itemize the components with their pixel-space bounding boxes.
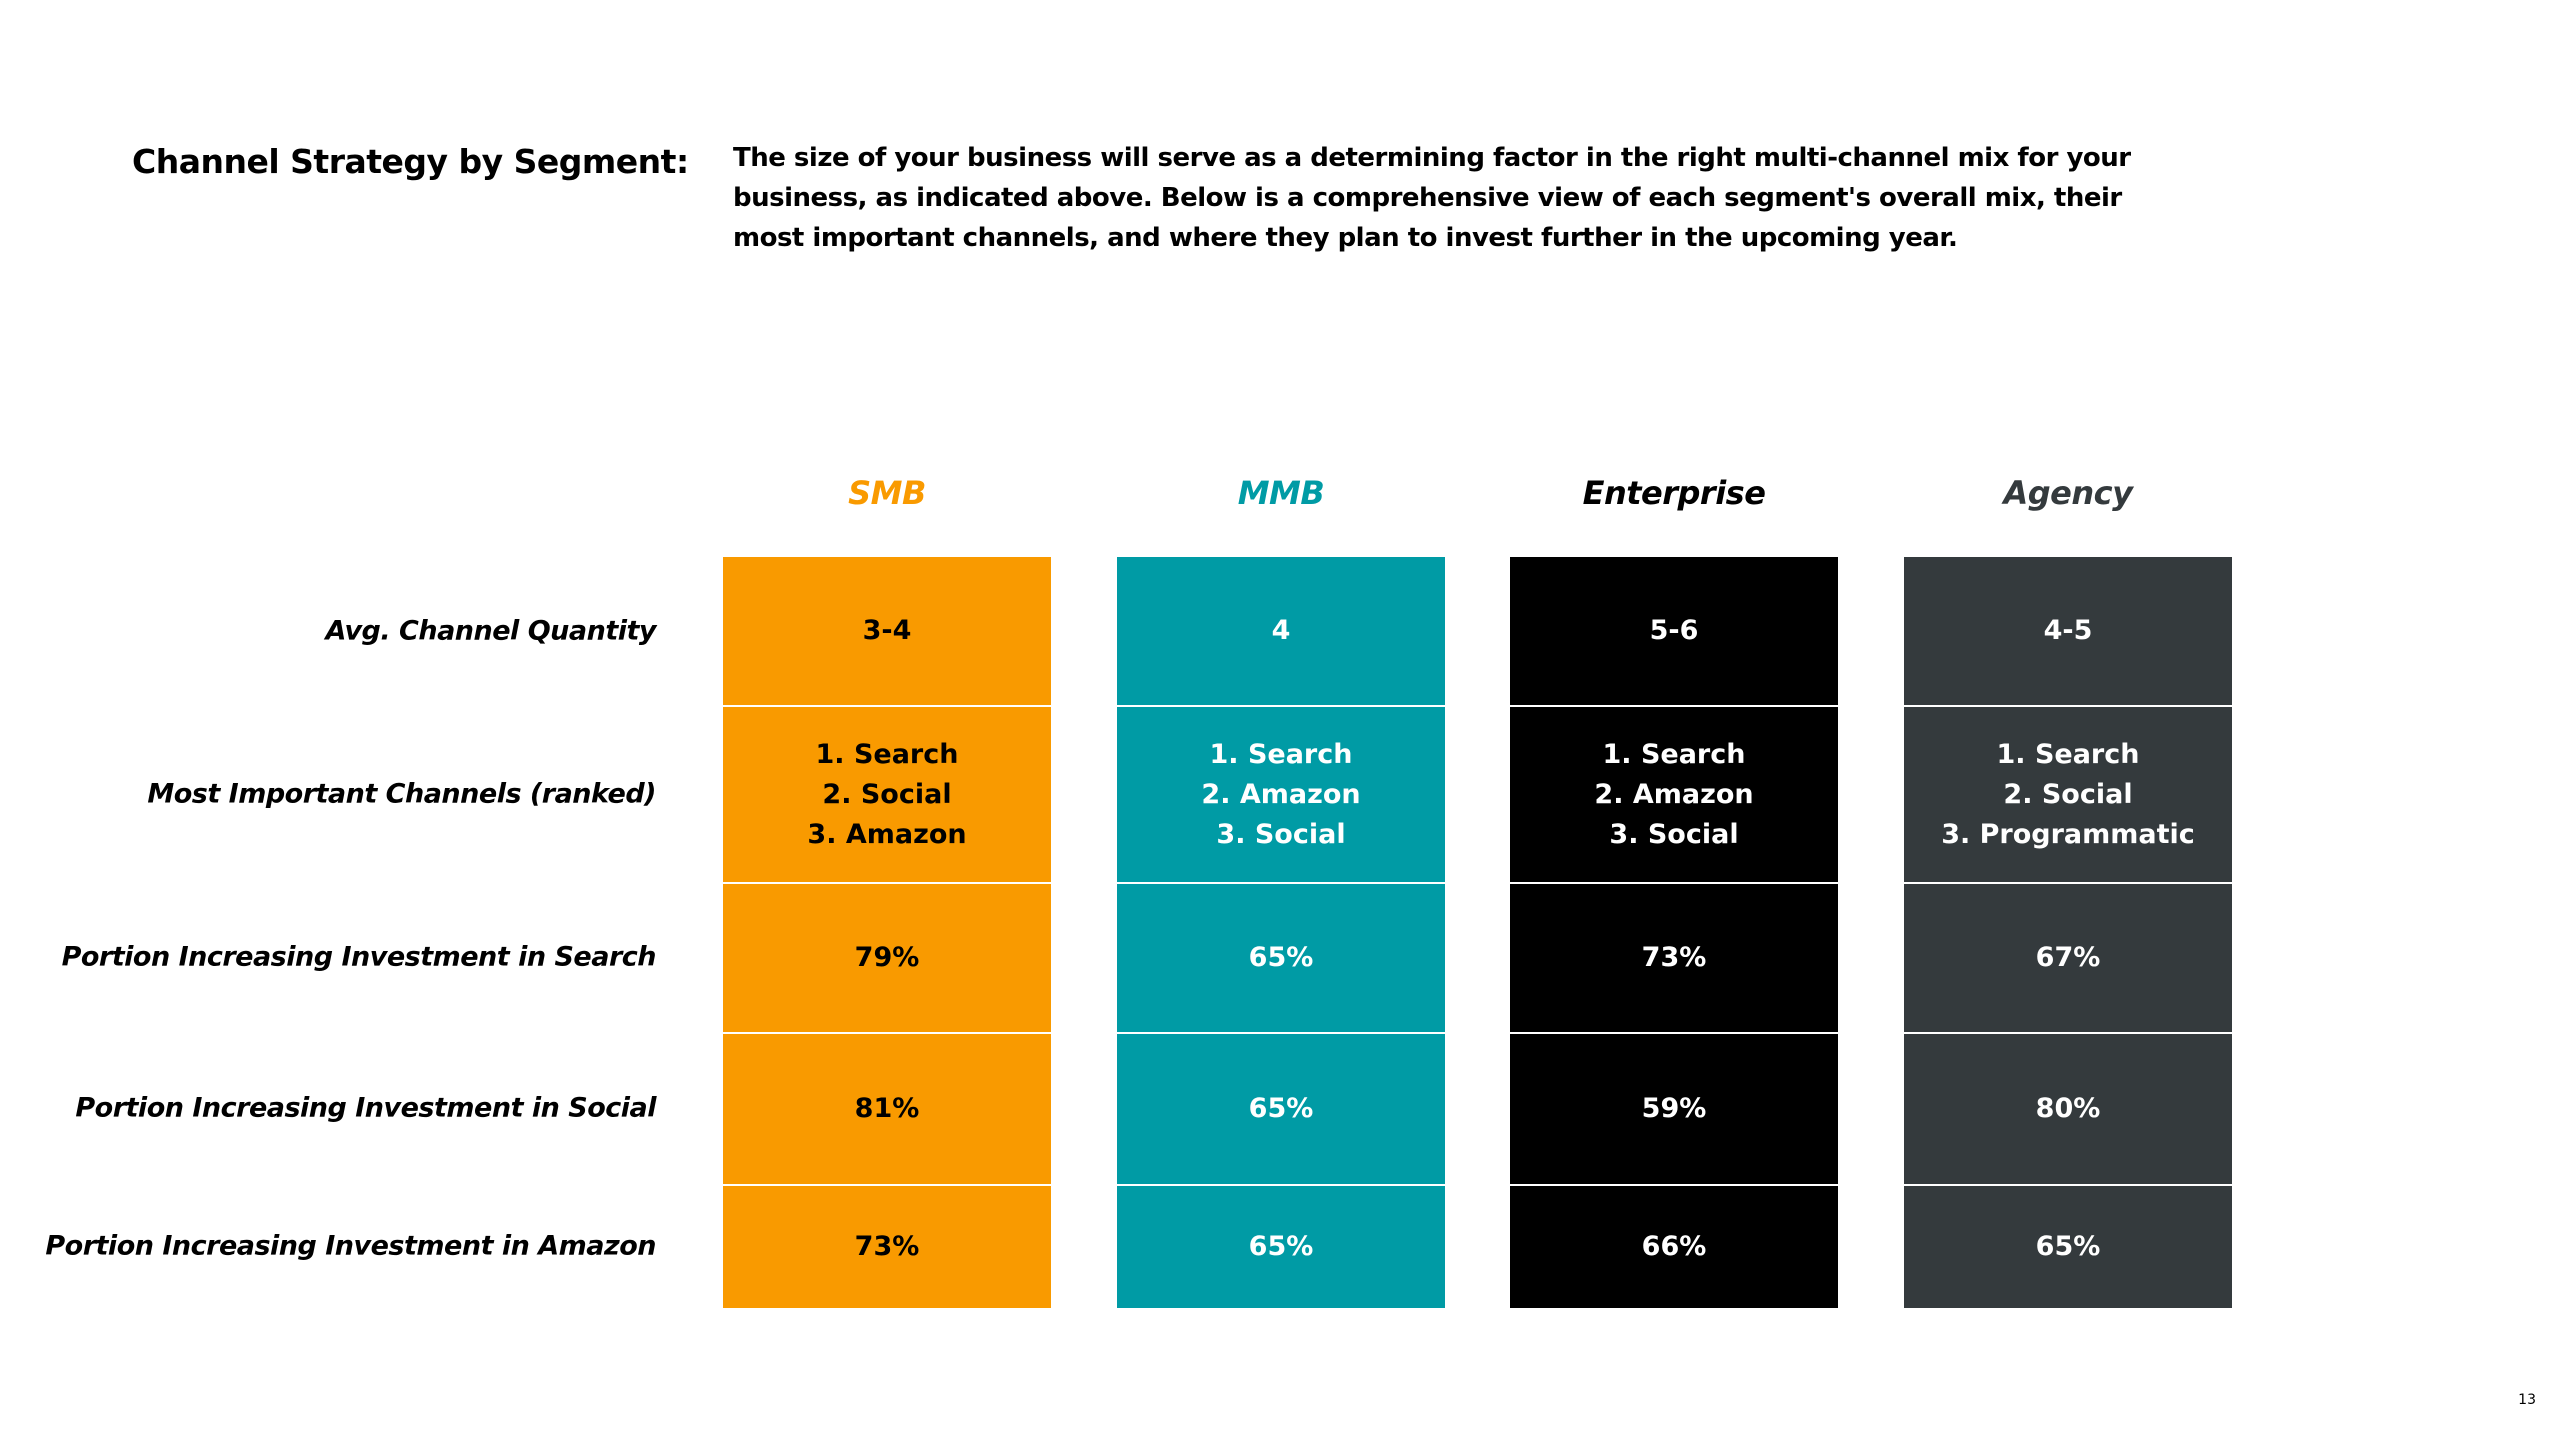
cell-line: 3. Programmatic [1941, 818, 2195, 850]
row-label: Portion Increasing Investment in Social [75, 1092, 656, 1124]
description: The size of your business will serve as … [733, 138, 2131, 258]
cell-value: 65% [1248, 1093, 1314, 1124]
cell-line: 1. Search [815, 738, 959, 770]
title: Channel Strategy by Segment: [132, 142, 689, 181]
cell-value: 80% [2035, 1093, 2101, 1124]
table-cell: 5-6 [1510, 557, 1838, 705]
table-cell: 1. Search 2. Social 3. Programmatic [1904, 707, 2232, 882]
cell-line: 1. Search [1602, 738, 1746, 770]
table-cell: 65% [1117, 884, 1445, 1032]
cell-value: 3-4 [862, 615, 912, 646]
cell-value: 4-5 [2043, 615, 2093, 646]
table-cell: 4 [1117, 557, 1445, 705]
cell-value: 67% [2035, 942, 2101, 973]
column-header: Enterprise [1582, 474, 1766, 512]
cell-line: 3. Social [1609, 818, 1739, 850]
column-header: MMB [1237, 474, 1325, 512]
table-cell: 59% [1510, 1034, 1838, 1184]
row-label: Portion Increasing Investment in Amazon [45, 1230, 656, 1262]
table-cell: 67% [1904, 884, 2232, 1032]
cell-line: 2. Social [822, 778, 952, 810]
cell-line: 2. Social [2003, 778, 2133, 810]
table-cell: 73% [1510, 884, 1838, 1032]
row-label: Portion Increasing Investment in Search [61, 941, 657, 973]
cell-value: 73% [854, 1231, 920, 1262]
table-cell: 66% [1510, 1186, 1838, 1308]
table-cell: 80% [1904, 1034, 2232, 1184]
description-line: The size of your business will serve as … [733, 143, 2131, 173]
table-cell: 4-5 [1904, 557, 2232, 705]
cell-value: 81% [854, 1093, 920, 1124]
row-label: Most Important Channels (ranked) [147, 778, 656, 809]
table-cell: 1. Search 2. Amazon 3. Social [1117, 707, 1445, 882]
cell-value: 65% [1248, 942, 1314, 973]
cell-value: 4 [1271, 615, 1291, 646]
cell-line: 3. Social [1216, 818, 1346, 850]
cell-value: 5-6 [1649, 615, 1699, 646]
table-cell: 3-4 [723, 557, 1051, 705]
description-line: most important channels, and where they … [733, 223, 1958, 253]
cell-value: 66% [1641, 1231, 1707, 1262]
table-cell: 65% [1904, 1186, 2232, 1308]
table-cell: 1. Search 2. Social 3. Amazon [723, 707, 1051, 882]
cell-line: 3. Amazon [807, 818, 967, 850]
column-header: Agency [2003, 474, 2133, 512]
table-cell: 79% [723, 884, 1051, 1032]
cell-line: 2. Amazon [1201, 778, 1361, 810]
table-cell: 65% [1117, 1186, 1445, 1308]
table-cell: 1. Search 2. Amazon 3. Social [1510, 707, 1838, 882]
cell-value: 65% [1248, 1231, 1314, 1262]
cell-value: 73% [1641, 942, 1707, 973]
table-cell: 65% [1117, 1034, 1445, 1184]
cell-value: 59% [1641, 1093, 1707, 1124]
cell-line: 2. Amazon [1594, 778, 1754, 810]
cell-value: 65% [2035, 1231, 2101, 1262]
cell-line: 1. Search [1996, 738, 2140, 770]
row-label: Avg. Channel Quantity [325, 615, 657, 647]
cell-line: 1. Search [1209, 738, 1353, 770]
description-line: business, as indicated above. Below is a… [733, 183, 2122, 213]
table-cell: 81% [723, 1034, 1051, 1184]
column-header: SMB [848, 474, 926, 512]
table-cell: 73% [723, 1186, 1051, 1308]
cell-value: 79% [854, 942, 920, 973]
page-number: 13 [2518, 1392, 2536, 1408]
